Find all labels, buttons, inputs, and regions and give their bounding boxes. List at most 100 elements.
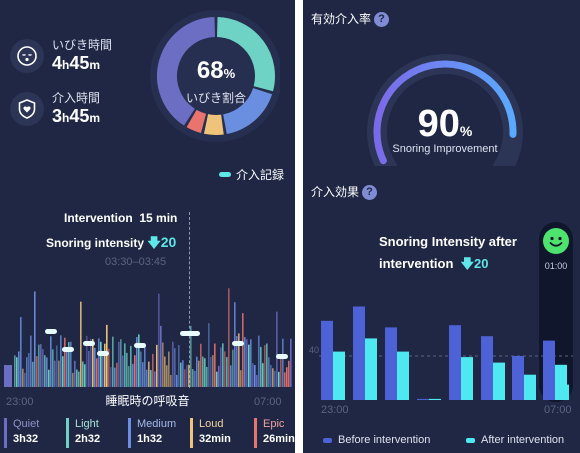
bar-after[interactable] (461, 357, 473, 400)
intervention-marker[interactable] (134, 343, 146, 348)
bar-before[interactable] (543, 340, 555, 400)
legend-before-swatch (323, 437, 332, 443)
wave-bar (96, 358, 98, 387)
bar-after[interactable] (333, 351, 345, 400)
wave-bar (282, 338, 284, 387)
snore-time-label: いびき時間 (52, 38, 113, 52)
wave-bar (196, 356, 198, 387)
bar-after[interactable] (557, 384, 569, 400)
wave-bar (128, 366, 130, 387)
wave-bar (116, 362, 118, 387)
wave-bar (290, 338, 292, 387)
wave-bar (284, 372, 286, 387)
wave-bar (164, 356, 166, 387)
wave-bar (60, 335, 62, 387)
bar-after[interactable] (397, 351, 409, 400)
cursor-line (189, 212, 190, 388)
wave-bar (18, 351, 20, 387)
wave-bar (178, 344, 180, 387)
wave-bar (288, 360, 290, 387)
wave-bar (48, 369, 50, 387)
wave-bar (220, 347, 222, 387)
wave-bar (226, 357, 228, 387)
bar-before[interactable] (353, 306, 365, 401)
bar-before[interactable] (512, 356, 524, 400)
arrow-down-icon: 🡇 (147, 235, 161, 250)
wave-bar (280, 358, 282, 387)
wave-bar (52, 349, 54, 387)
wave-bar (46, 357, 48, 387)
donut-label: いびき割合 (186, 90, 246, 105)
wave-bar (4, 365, 12, 387)
wave-bar (200, 343, 202, 387)
wave-bar (144, 343, 146, 387)
intervention-marker[interactable] (97, 351, 109, 356)
wave-bar (182, 360, 184, 387)
help-icon[interactable]: ? (374, 12, 390, 28)
snore-summary-panel: いびき時間 4h45m 介入時間 3h45m 68% いびき割合 介入記録 In… (0, 0, 295, 453)
wave-bar (286, 367, 288, 387)
wave-bar (44, 355, 46, 387)
wave-bar (112, 336, 114, 387)
wave-bar (62, 356, 64, 387)
wave-bar (120, 339, 122, 387)
wave-bar (98, 338, 100, 387)
intervention-record-legend: 介入記録 (219, 166, 284, 183)
category-loud: Loud 32min (190, 418, 231, 448)
wave-bar (130, 345, 132, 387)
wave-bar (218, 365, 220, 387)
breath-sound-chart (4, 288, 292, 387)
wave-bar (136, 337, 138, 387)
intervention-marker[interactable] (276, 354, 288, 359)
wave-bar (16, 357, 18, 387)
effect-annotation: Snoring Intensity after intervention 🡇20 (379, 234, 517, 271)
bar-before[interactable] (417, 398, 429, 400)
wave-bar (186, 365, 188, 387)
donut-slice-medium (222, 87, 273, 135)
wave-bar (24, 372, 26, 387)
intervention-time-label: 介入時間 (52, 91, 101, 105)
bar-before[interactable] (385, 327, 397, 400)
smile-face-icon (543, 228, 569, 254)
wave-bar (246, 339, 248, 387)
donut-slice-quiet (157, 17, 216, 126)
wave-bar (202, 356, 204, 387)
wave-bar (228, 288, 230, 387)
wave-bar (70, 341, 72, 387)
wave-bar (104, 343, 106, 387)
wave-bar (40, 344, 42, 387)
wave-bar (216, 371, 218, 387)
wave-bar (194, 370, 196, 387)
donut-slice-loud (203, 114, 224, 135)
bar-after[interactable] (524, 374, 536, 400)
intervention-marker[interactable] (45, 329, 57, 334)
intervention-marker[interactable] (62, 347, 74, 352)
intervention-marker[interactable] (232, 341, 244, 346)
wave-bar (134, 355, 136, 387)
time-end: 07:00 (254, 396, 282, 408)
wave-bar (90, 338, 92, 387)
wave-bar (276, 311, 278, 387)
wave-bar (250, 339, 252, 387)
bar-after[interactable] (493, 362, 505, 400)
wave-bar (154, 371, 156, 387)
intervention-marker[interactable] (83, 341, 95, 346)
bar-after[interactable] (365, 338, 377, 400)
wave-bar (82, 361, 84, 387)
bar-before[interactable] (481, 336, 493, 400)
help-icon[interactable]: ? (362, 185, 378, 201)
bar-before[interactable] (449, 325, 461, 400)
intervention-marker[interactable] (180, 331, 200, 336)
wave-bar (256, 374, 258, 387)
bar-before[interactable] (321, 320, 333, 400)
wave-bar (58, 360, 60, 387)
wave-bar (248, 344, 250, 387)
wave-bar (214, 343, 216, 387)
legend-swatch (219, 172, 231, 177)
wave-bar (32, 361, 34, 387)
wave-bar (210, 356, 212, 387)
wave-bar (26, 357, 28, 387)
bar-after[interactable] (429, 398, 441, 400)
wave-bar (86, 335, 88, 387)
wave-bar (190, 325, 192, 387)
